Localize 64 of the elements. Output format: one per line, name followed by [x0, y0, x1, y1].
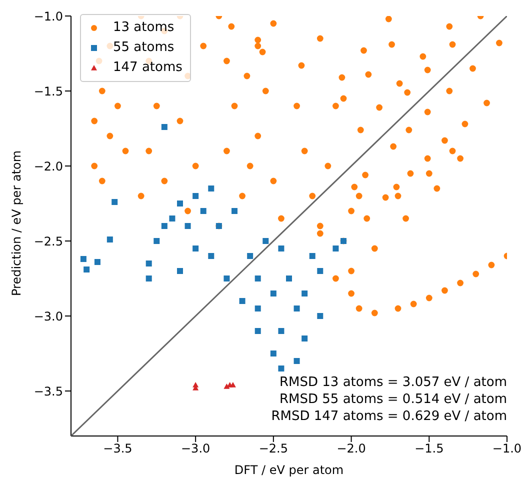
point: [84, 266, 90, 272]
point: [254, 328, 261, 334]
y-tick-label: −2.5: [34, 234, 63, 248]
point: [294, 358, 300, 364]
x-tick-label: −3.0: [181, 442, 210, 456]
x-tick-label: −3.5: [103, 442, 132, 456]
point: [154, 238, 160, 244]
point: [302, 336, 308, 342]
point: [332, 246, 339, 252]
point: [106, 236, 113, 242]
x-axis-title: DFT / eV per atom: [234, 463, 344, 477]
x-tick-label: −1.5: [414, 442, 444, 456]
point: [278, 366, 284, 372]
point: [146, 276, 152, 282]
y-tick-label: −1.0: [34, 9, 63, 24]
point: [270, 290, 276, 296]
y-tick-label: −2.0: [34, 159, 63, 174]
point: [254, 276, 261, 282]
point: [286, 276, 292, 282]
point: [146, 260, 152, 266]
point: [169, 216, 176, 222]
point: [278, 328, 284, 334]
legend-label: 13 atoms: [113, 19, 174, 37]
point: [309, 253, 316, 259]
point: [294, 306, 300, 312]
point: [224, 276, 230, 282]
y-tick-label: −3.5: [34, 384, 63, 398]
annotation: RMSD 55 atoms = 0.514 eV / atom: [278, 391, 507, 408]
point: [262, 238, 269, 244]
point: [80, 256, 86, 262]
x-tick-label: −1.0: [492, 442, 522, 456]
x-tick-label: −2.0: [336, 442, 366, 456]
point: [161, 223, 168, 229]
point: [247, 253, 254, 259]
point: [302, 290, 308, 296]
point: [112, 199, 118, 205]
point: [200, 208, 206, 214]
point: [317, 268, 324, 274]
point: [232, 208, 238, 214]
point: [270, 350, 276, 356]
point: [254, 306, 261, 312]
point: [192, 382, 199, 388]
point: [177, 200, 183, 206]
point: [317, 313, 324, 319]
legend-label: 147 atoms: [113, 59, 182, 77]
annotation: RMSD 13 atoms = 3.057 eV / atom: [278, 374, 507, 391]
annotation: RMSD 147 atoms = 0.629 eV / atom: [271, 408, 507, 425]
y-axis-title: Prediction / eV per atom: [9, 150, 24, 296]
point: [230, 382, 236, 388]
point: [177, 268, 183, 274]
point: [208, 186, 214, 192]
point: [224, 384, 230, 389]
y-tick-label: −1.5: [34, 84, 63, 98]
point: [94, 259, 100, 265]
y-tick-label: −3.0: [34, 309, 63, 324]
point: [192, 193, 199, 199]
point: [208, 253, 214, 259]
point: [192, 246, 199, 252]
point: [278, 246, 284, 252]
point: [161, 124, 168, 130]
point: [239, 298, 246, 304]
legend-label: 55 atoms: [113, 39, 174, 57]
point: [184, 223, 191, 229]
x-tick-label: −2.5: [258, 442, 288, 456]
